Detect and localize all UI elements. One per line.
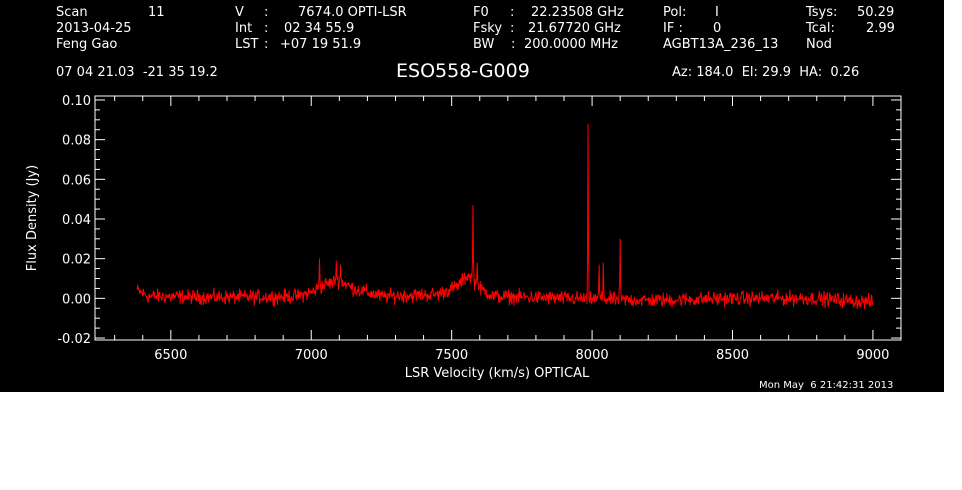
bandwidth-label: BW	[473, 37, 495, 52]
x-tick-label: 8500	[716, 348, 749, 363]
velocity-label: V	[235, 5, 244, 20]
tcal-label: Tcal:	[806, 21, 835, 36]
y-axis-label: Flux Density (Jy)	[25, 165, 40, 271]
y-tick-label: 0.06	[62, 173, 91, 188]
velocity-value: 7674.0 OPTI-LSR	[298, 5, 407, 20]
lst-value: +07 19 51.9	[280, 37, 362, 52]
tsys-value: 50.29	[857, 5, 895, 20]
polarization-value: I	[715, 5, 719, 20]
integration-value: 02 34 55.9	[284, 21, 355, 36]
lst-label: LST	[235, 37, 259, 52]
y-tick-label: 0.08	[62, 134, 91, 149]
spectrum-panel: Scan 11 2013-04-25 Feng Gao V : 7674.0 O…	[0, 0, 944, 392]
pointing-info: Az: 184.0 El: 29.9 HA: 0.26	[672, 65, 860, 80]
spectrum-chart: 6500 7000 7500 8000 8500 9000 -0.02 0.00 0.02 0.0…	[25, 94, 902, 381]
y-tick-label: 0.02	[62, 253, 91, 268]
if-label: IF :	[663, 21, 683, 36]
project-id: AGBT13A_236_13	[663, 37, 779, 52]
f0-value: 22.23508 GHz	[531, 5, 624, 20]
ticks-layer: 6500 7000 7500 8000 8500 9000 -0.02 0.00 0.02 0.0…	[57, 94, 902, 363]
x-tick-label: 7000	[295, 348, 328, 363]
y-tick-label: -0.02	[57, 332, 91, 347]
spectrum-series-line	[136, 123, 874, 310]
plot-timestamp: Mon May 6 21:42:31 2013	[759, 380, 894, 391]
bandwidth-sep: :	[511, 37, 516, 52]
switching-mode: Nod	[806, 37, 832, 52]
bandwidth-value: 200.0000 MHz	[524, 37, 618, 52]
source-coordinates: 07 04 21.03 -21 35 19.2	[56, 65, 218, 80]
velocity-sep: :	[264, 5, 269, 20]
y-tick-label: 0.00	[62, 292, 91, 307]
tcal-value: 2.99	[866, 21, 895, 36]
scan-label: Scan	[56, 5, 88, 20]
y-tick-label: 0.10	[62, 94, 91, 109]
x-tick-label: 7500	[435, 348, 468, 363]
lst-sep: :	[264, 37, 269, 52]
polarization-label: Pol:	[663, 5, 687, 20]
spectrum-layer	[136, 123, 874, 310]
integration-label: Int	[235, 21, 253, 36]
x-tick-label: 9000	[856, 348, 889, 363]
scan-number: 11	[148, 5, 165, 20]
observation-date: 2013-04-25	[56, 21, 132, 36]
f0-sep: :	[510, 5, 515, 20]
source-name: ESO558-G009	[396, 60, 530, 82]
if-value: 0	[713, 21, 722, 36]
tsys-label: Tsys:	[806, 5, 838, 20]
integration-sep: :	[264, 21, 269, 36]
observer-name: Feng Gao	[56, 37, 118, 52]
f0-label: F0	[473, 5, 489, 20]
x-axis-label: LSR Velocity (km/s) OPTICAL	[405, 366, 590, 381]
y-tick-label: 0.04	[62, 213, 91, 228]
plot-frame	[94, 95, 902, 341]
x-tick-label: 6500	[154, 348, 187, 363]
x-tick-label: 8000	[576, 348, 609, 363]
fsky-label: Fsky	[473, 21, 503, 36]
fsky-sep: :	[510, 21, 515, 36]
fsky-value: 21.67720 GHz	[528, 21, 621, 36]
